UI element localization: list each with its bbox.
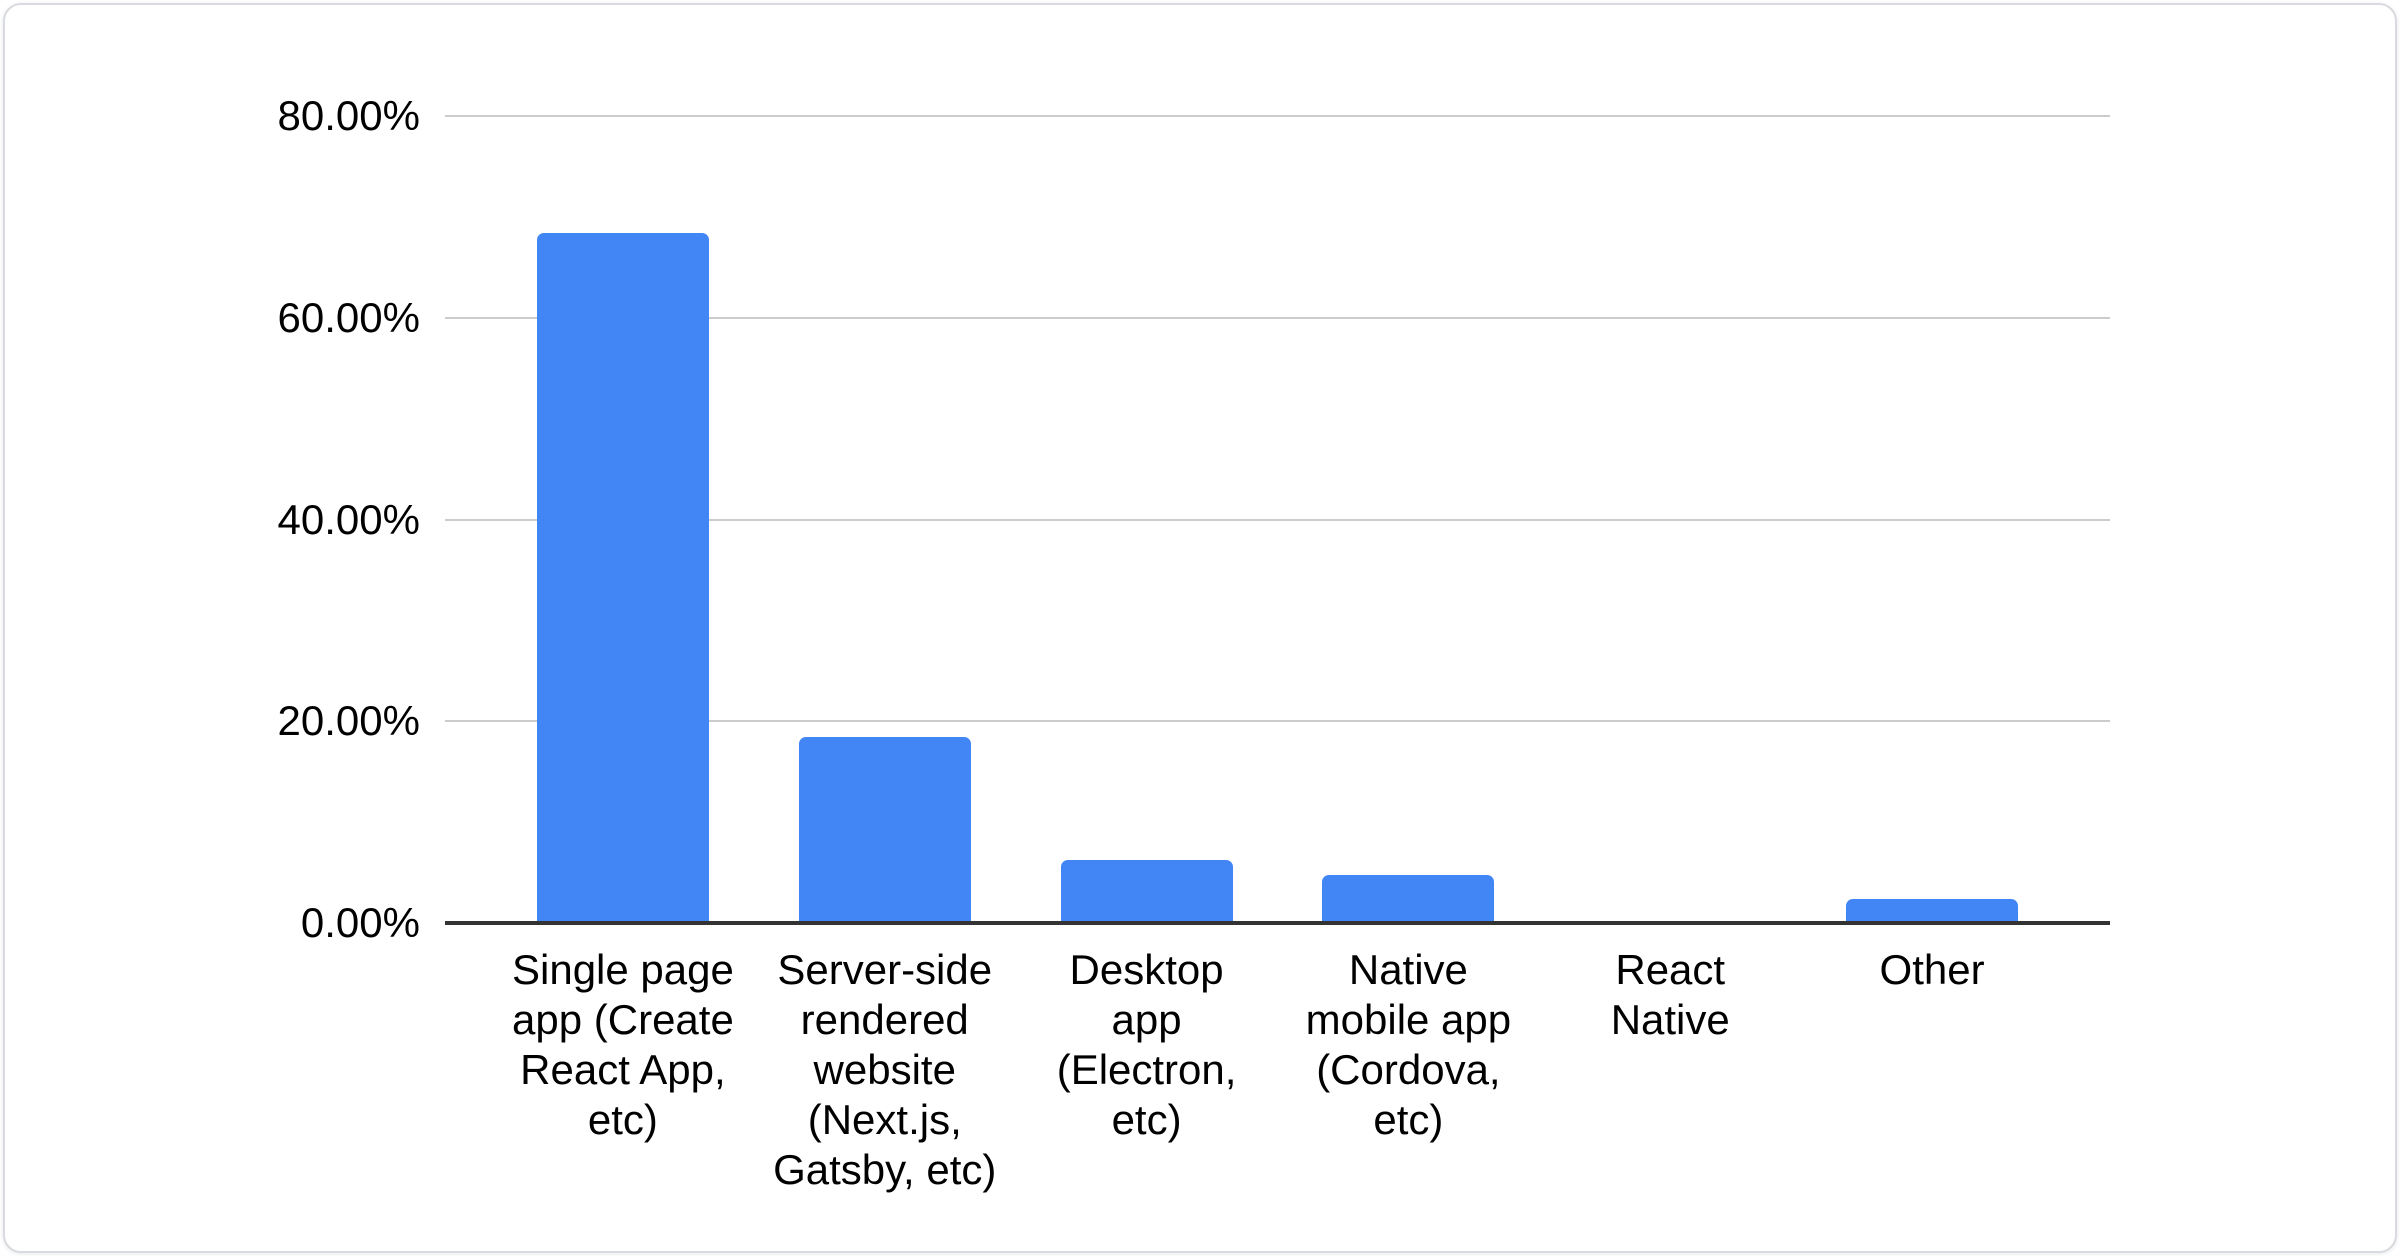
bar-native-mobile-app xyxy=(1322,874,1495,923)
x-axis-category-label-desktop-app: Desktop app (Electron, etc) xyxy=(1056,946,1237,1143)
gridline-20-percent xyxy=(445,720,2110,723)
bar-server-side-rendered xyxy=(798,737,971,923)
bar-single-page-app xyxy=(536,233,709,923)
gridline-80-percent xyxy=(445,115,2110,117)
y-axis-tick-label-20: 20.00% xyxy=(277,697,420,745)
x-axis-category-label-server-side-rendered: Server-side rendered website (Next.js, G… xyxy=(773,946,997,1193)
bar-slot-server-side-rendered xyxy=(754,116,1016,923)
plot-area xyxy=(445,115,2110,925)
bar-slot-react-native xyxy=(1539,116,1801,923)
bar-desktop-app xyxy=(1060,860,1233,923)
x-axis-category-label-other: Other xyxy=(1879,946,1985,993)
y-axis-tick-label-0: 0.00% xyxy=(300,899,420,946)
bar-chart: 80.00% 60.00% 40.00% 20.00% 0.00% xyxy=(5,5,2395,1251)
bar-slot-single-page-app xyxy=(492,116,754,923)
x-axis-category-label-single-page-app: Single page app (Create React App, etc) xyxy=(511,946,734,1143)
x-axis-line xyxy=(445,921,2110,925)
x-axis-labels: Single page app (Create React App, etc) … xyxy=(492,945,2063,1195)
bar-slot-native-mobile-app xyxy=(1277,116,1539,923)
gridline-40-percent xyxy=(445,518,2110,521)
bars-group xyxy=(492,116,2063,923)
bar-other xyxy=(1846,898,2019,923)
bar-slot-desktop-app xyxy=(1016,116,1278,923)
y-axis-tick-label-60: 60.00% xyxy=(277,293,420,341)
y-axis: 80.00% 60.00% 40.00% 20.00% 0.00% xyxy=(5,92,420,946)
y-axis-tick-label-80: 80.00% xyxy=(277,92,420,139)
x-axis-category-label-native-mobile-app: Native mobile app (Cordova, etc) xyxy=(1305,946,1512,1143)
x-axis-category-label-react-native: React Native xyxy=(1610,946,1730,1043)
chart-card: 80.00% 60.00% 40.00% 20.00% 0.00% xyxy=(3,3,2397,1253)
y-axis-tick-label-40: 40.00% xyxy=(277,495,420,543)
bar-slot-other xyxy=(1801,116,2063,923)
gridline-60-percent xyxy=(445,316,2110,319)
